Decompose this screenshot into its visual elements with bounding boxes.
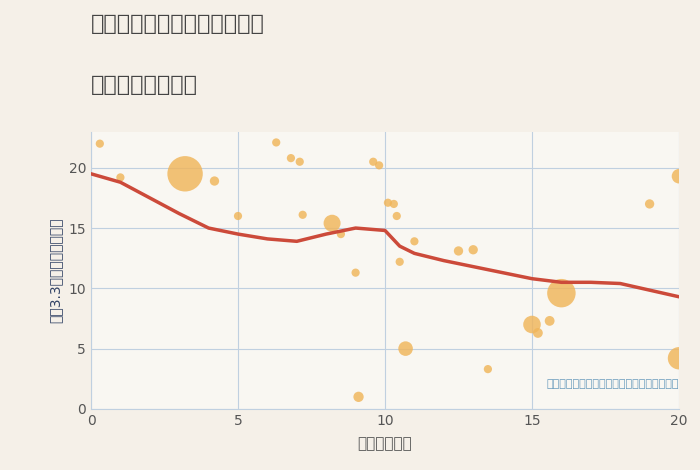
Point [468,246,479,253]
Point [391,212,402,220]
Point [453,247,464,255]
Point [286,154,297,162]
Point [544,317,555,325]
Point [335,230,346,238]
Point [389,200,400,208]
Point [673,354,685,362]
Point [179,170,190,178]
Point [394,258,405,266]
Point [297,211,308,219]
Point [115,173,126,181]
Point [350,269,361,276]
X-axis label: 駅距離（分）: 駅距離（分） [358,436,412,451]
Point [673,172,685,180]
Point [368,158,379,165]
Point [532,329,543,337]
Point [382,199,393,206]
Point [209,177,220,185]
Text: 駅距離別土地価格: 駅距離別土地価格 [91,75,198,95]
Point [326,219,337,227]
Point [294,158,305,165]
Point [556,290,567,297]
Point [400,345,411,352]
Point [271,139,282,146]
Point [482,365,493,373]
Y-axis label: 坪（3.3㎡）単価（万円）: 坪（3.3㎡）単価（万円） [49,218,63,323]
Point [374,162,385,169]
Text: 兵庫県たつの市龍野町中井の: 兵庫県たつの市龍野町中井の [91,14,265,34]
Point [409,237,420,245]
Point [232,212,244,220]
Point [644,200,655,208]
Text: 円の大きさは、取引のあった物件面積を示す: 円の大きさは、取引のあった物件面積を示す [547,379,679,390]
Point [526,321,538,328]
Point [353,393,364,400]
Point [94,140,106,148]
